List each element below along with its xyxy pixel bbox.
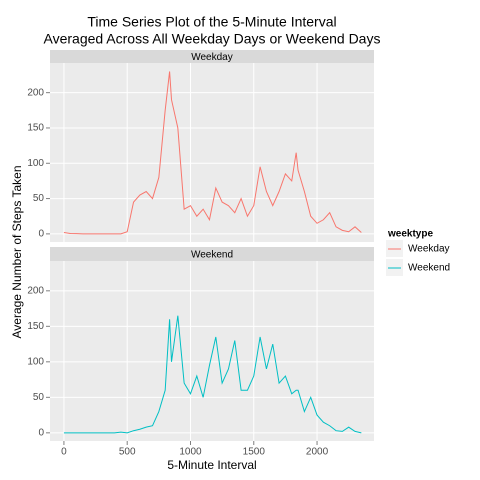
series-line xyxy=(63,315,362,434)
x-tick-label: 2000 xyxy=(306,447,329,458)
x-tick-label: 1000 xyxy=(179,447,202,458)
strip xyxy=(50,50,374,63)
x-axis-label: 5-Minute Interval xyxy=(167,458,256,472)
y-tick-label: 100 xyxy=(27,356,44,367)
strip xyxy=(50,247,374,261)
legend-label: Weekday xyxy=(408,244,450,255)
y-tick-label: 200 xyxy=(27,87,44,98)
panel xyxy=(50,261,374,441)
y-tick-label: 150 xyxy=(27,321,44,332)
y-tick-label: 50 xyxy=(33,392,45,403)
chart-title: Time Series Plot of the 5-Minute Interva… xyxy=(87,14,336,30)
legend-label: Weekend xyxy=(408,263,450,274)
y-tick-label: 0 xyxy=(38,229,44,240)
y-tick-label: 150 xyxy=(27,123,44,134)
x-tick-label: 0 xyxy=(61,447,67,458)
strip-label: Weekend xyxy=(191,250,233,261)
chart-title: Averaged Across All Weekday Days or Week… xyxy=(44,31,381,47)
strip-label: Weekday xyxy=(191,52,233,63)
x-tick-label: 500 xyxy=(119,447,136,458)
y-tick-label: 200 xyxy=(27,285,44,296)
y-axis-label: Average Number of Steps Taken xyxy=(10,166,24,339)
panel xyxy=(50,63,374,242)
series-line xyxy=(63,71,362,235)
y-tick-label: 50 xyxy=(33,193,45,204)
y-tick-label: 100 xyxy=(27,158,44,169)
legend-title: weektype xyxy=(387,229,433,240)
y-tick-label: 0 xyxy=(38,427,44,438)
x-tick-label: 1500 xyxy=(243,447,266,458)
